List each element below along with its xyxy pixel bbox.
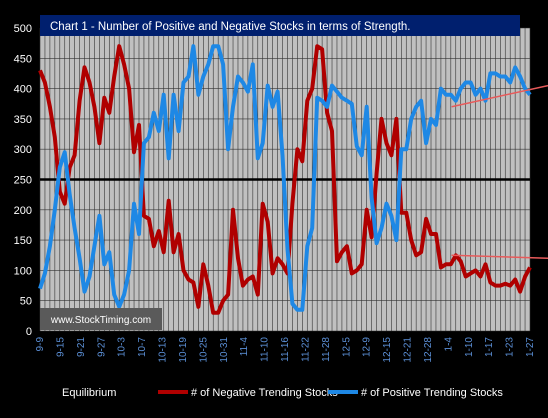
x-tick-label: 11-16 bbox=[280, 337, 291, 362]
x-tick-label: 1-4 bbox=[443, 337, 454, 352]
x-tick-label: 12-21 bbox=[403, 337, 414, 363]
y-tick-label: 250 bbox=[14, 175, 32, 187]
x-tick-label: 12-5 bbox=[341, 337, 352, 357]
x-tick-label: 10-25 bbox=[198, 337, 209, 363]
y-tick-label: 300 bbox=[14, 144, 32, 156]
y-tick-label: 100 bbox=[14, 265, 32, 277]
y-axis-ticks: 0 50 100 150 200 250 300 350 400 450 500 bbox=[14, 23, 32, 338]
title-bar bbox=[40, 15, 520, 36]
x-tick-label: 1-23 bbox=[505, 337, 516, 357]
x-tick-label: 1-27 bbox=[525, 337, 536, 357]
x-axis-ticks: 9-9 9-15 9-21 9-27 10-3 10-7 10-13 10-19 10-25 10… bbox=[35, 337, 536, 363]
y-tick-label: 350 bbox=[14, 114, 32, 126]
x-tick-label: 9-15 bbox=[55, 337, 66, 357]
legend-label-negative: # of Negative Trending Stocks bbox=[191, 387, 338, 399]
x-tick-label: 10-7 bbox=[137, 337, 148, 357]
positive-series-line bbox=[38, 44, 532, 312]
legend: Equilibrium # of Negative Trending Stocks… bbox=[62, 387, 503, 399]
x-tick-label: 1-17 bbox=[484, 337, 495, 357]
watermark-box bbox=[40, 308, 162, 330]
x-tick-label: 1-10 bbox=[464, 337, 475, 357]
lower-trend-line bbox=[451, 254, 548, 260]
x-tick-label: 12-15 bbox=[382, 337, 393, 363]
y-tick-label: 200 bbox=[14, 205, 32, 217]
y-tick-label: 0 bbox=[26, 326, 32, 338]
x-tick-label: 11-22 bbox=[300, 337, 311, 362]
y-tick-label: 150 bbox=[14, 235, 32, 247]
x-tick-label: 10-31 bbox=[219, 337, 230, 363]
y-tick-label: 500 bbox=[14, 23, 32, 35]
legend-label-equilibrium: Equilibrium bbox=[62, 387, 116, 399]
x-tick-label: 9-21 bbox=[76, 337, 87, 357]
trend-lines bbox=[451, 84, 548, 260]
x-tick-label: 12-28 bbox=[423, 337, 434, 363]
watermark-text: www.StockTiming.com bbox=[50, 315, 151, 326]
x-tick-label: 10-19 bbox=[178, 337, 189, 363]
legend-label-positive: # of Positive Trending Stocks bbox=[361, 387, 503, 399]
x-tick-label: 12-9 bbox=[362, 337, 373, 357]
negative-series-line bbox=[38, 44, 532, 315]
y-tick-label: 50 bbox=[20, 296, 32, 308]
series-layer bbox=[38, 44, 532, 315]
x-tick-label: 9-27 bbox=[96, 337, 107, 357]
x-tick-label: 10-3 bbox=[117, 337, 128, 357]
x-tick-label: 11-10 bbox=[260, 337, 271, 362]
x-tick-label: 11-28 bbox=[321, 337, 332, 362]
y-tick-label: 450 bbox=[14, 53, 32, 65]
x-tick-label: 9-9 bbox=[35, 337, 46, 352]
upper-trend-line bbox=[451, 84, 548, 108]
y-tick-label: 400 bbox=[14, 84, 32, 96]
x-tick-label: 11-4 bbox=[239, 337, 250, 357]
x-tick-label: 10-13 bbox=[158, 337, 169, 363]
chart-title: Chart 1 - Number of Positive and Negativ… bbox=[50, 21, 411, 33]
